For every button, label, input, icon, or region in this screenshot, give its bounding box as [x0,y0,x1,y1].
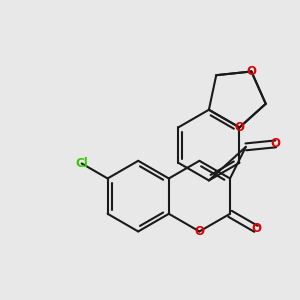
Text: O: O [194,225,204,238]
Text: Cl: Cl [75,157,88,170]
Text: O: O [235,121,244,134]
Text: O: O [271,137,281,150]
Text: O: O [251,222,261,235]
Text: O: O [246,65,256,78]
